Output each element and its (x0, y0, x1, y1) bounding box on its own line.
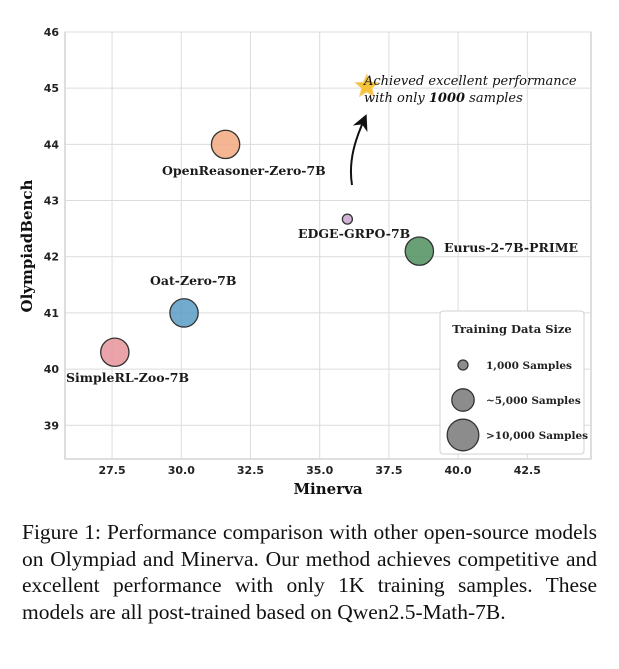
annotation-line-2-prefix: with only (364, 91, 429, 106)
point-label-edge-grpo: EDGE-GRPO-7B (298, 226, 410, 241)
legend-marker-medium (451, 388, 475, 412)
point-label-eurus-prime: Eurus-2-7B-PRIME (444, 240, 578, 255)
x-tick-label: 42.5 (514, 464, 541, 477)
figure-caption: Figure 1: Performance comparison with ot… (22, 520, 597, 624)
annotation-line-2: with only 1000 samples (364, 91, 523, 106)
x-tick-label: 37.5 (375, 464, 402, 477)
x-axis-ticks: 27.5 30.0 32.5 35.0 37.5 40.0 42.5 (98, 464, 540, 477)
legend-label-large: >10,000 Samples (486, 430, 588, 442)
legend-title: Training Data Size (452, 322, 571, 336)
x-axis-label: Minerva (293, 480, 362, 498)
x-tick-label: 27.5 (98, 464, 125, 477)
scatter-chart: 27.5 30.0 32.5 35.0 37.5 40.0 42.5 39 40 41 42 43 4… (18, 26, 592, 498)
data-point-edge-grpo-7b (341, 213, 354, 225)
legend-box (439, 310, 585, 455)
x-tick-label: 30.0 (168, 464, 195, 477)
legend-marker-large (446, 418, 480, 452)
y-tick-label: 40 (44, 363, 60, 376)
annotation-line-2-suffix: samples (465, 91, 523, 106)
y-tick-label: 42 (44, 251, 59, 264)
annotation-star-icon (354, 73, 380, 98)
annotation-arrow (349, 114, 368, 186)
point-label-oat-zero: Oat-Zero-7B (150, 273, 236, 288)
y-axis-ticks: 39 40 41 42 43 44 45 46 (44, 26, 60, 432)
y-tick-label: 39 (44, 419, 59, 432)
x-tick-label: 40.0 (445, 464, 472, 477)
data-point-eurus-2-7b-prime (404, 236, 435, 266)
y-tick-label: 46 (44, 26, 60, 39)
y-tick-label: 43 (44, 195, 59, 208)
point-label-openreasoner-zero: OpenReasoner-Zero-7B (162, 163, 326, 178)
legend: Training Data Size 1,000 Samples ~5,000 … (439, 310, 588, 455)
annotation-star-layer (354, 73, 380, 98)
data-point-simplerl-zoo-7b (100, 337, 130, 368)
x-tick-label: 32.5 (237, 464, 264, 477)
annotation-line-1: Achieved excellent performance (363, 74, 577, 89)
y-tick-label: 44 (44, 138, 60, 151)
legend-label-small: 1,000 Samples (486, 360, 572, 372)
legend-marker-small (457, 359, 469, 371)
y-tick-label: 45 (44, 82, 59, 95)
y-axis-label: OlympiadBench (18, 179, 36, 312)
data-point-oat-zero-7b (169, 298, 199, 328)
x-tick-label: 35.0 (306, 464, 333, 477)
point-label-simplerl-zoo: SimpleRL-Zoo-7B (66, 370, 189, 385)
y-tick-label: 41 (44, 307, 59, 320)
data-points (100, 129, 435, 368)
data-point-openreasoner-zero-7b (210, 129, 241, 160)
annotation-bold-count: 1000 (429, 91, 465, 106)
legend-label-medium: ~5,000 Samples (486, 395, 581, 407)
